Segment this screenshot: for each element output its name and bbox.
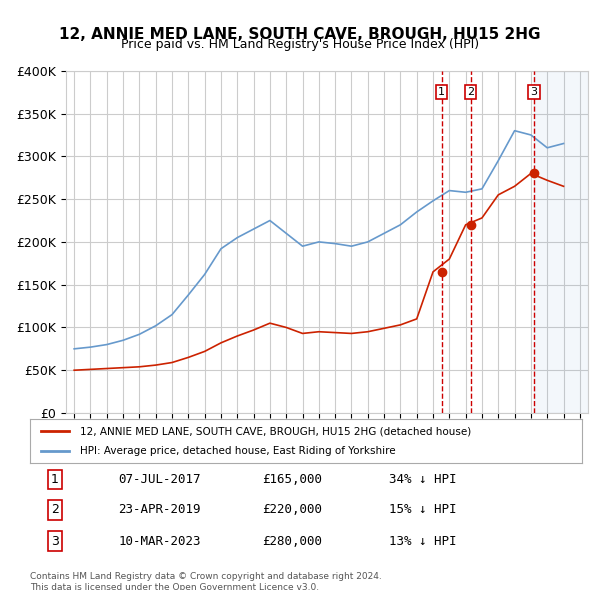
Text: 15% ↓ HPI: 15% ↓ HPI <box>389 503 457 516</box>
Text: Price paid vs. HM Land Registry's House Price Index (HPI): Price paid vs. HM Land Registry's House … <box>121 38 479 51</box>
Bar <box>534 71 588 413</box>
Text: HPI: Average price, detached house, East Riding of Yorkshire: HPI: Average price, detached house, East… <box>80 446 395 455</box>
Text: Contains HM Land Registry data © Crown copyright and database right 2024.
This d: Contains HM Land Registry data © Crown c… <box>30 572 382 590</box>
Text: 23-APR-2019: 23-APR-2019 <box>118 503 201 516</box>
Text: 1: 1 <box>51 473 59 486</box>
Text: 34% ↓ HPI: 34% ↓ HPI <box>389 473 457 486</box>
Text: 2: 2 <box>467 87 474 97</box>
Text: £220,000: £220,000 <box>262 503 322 516</box>
Text: 1: 1 <box>438 87 445 97</box>
Text: 10-MAR-2023: 10-MAR-2023 <box>118 535 201 548</box>
Text: £280,000: £280,000 <box>262 535 322 548</box>
Text: 13% ↓ HPI: 13% ↓ HPI <box>389 535 457 548</box>
Text: £165,000: £165,000 <box>262 473 322 486</box>
Text: 07-JUL-2017: 07-JUL-2017 <box>118 473 201 486</box>
Text: 12, ANNIE MED LANE, SOUTH CAVE, BROUGH, HU15 2HG: 12, ANNIE MED LANE, SOUTH CAVE, BROUGH, … <box>59 27 541 41</box>
Text: 12, ANNIE MED LANE, SOUTH CAVE, BROUGH, HU15 2HG (detached house): 12, ANNIE MED LANE, SOUTH CAVE, BROUGH, … <box>80 427 471 436</box>
Text: 3: 3 <box>530 87 538 97</box>
Text: 3: 3 <box>51 535 59 548</box>
Text: 2: 2 <box>51 503 59 516</box>
